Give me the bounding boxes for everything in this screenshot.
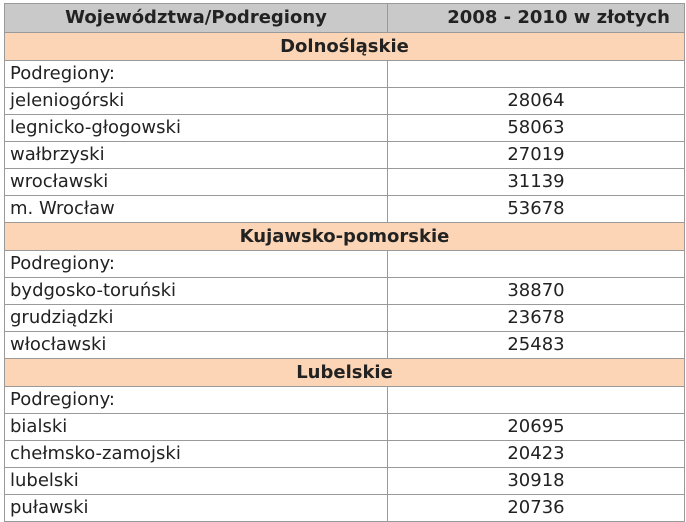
table-row: grudziądzki 23678 (4, 304, 685, 332)
subregion-name: bialski (4, 413, 388, 441)
subregion-name: wrocławski (4, 168, 388, 196)
income-table: Województwa/Podregiony 2008 - 2010 w zło… (4, 3, 685, 522)
subregion-name: bydgosko-toruński (4, 277, 388, 305)
region-row: Lubelskie (4, 358, 685, 387)
subregion-value: 27019 (387, 141, 685, 169)
region-row: Kujawsko-pomorskie (4, 222, 685, 251)
table-row: włocławski 25483 (4, 331, 685, 359)
table-row: wrocławski 31139 (4, 168, 685, 196)
subregion-subheader: Podregiony: (4, 386, 388, 414)
table-row: lubelski 30918 (4, 467, 685, 495)
table-row: jeleniogórski 28064 (4, 87, 685, 115)
region-name: Kujawsko-pomorskie (4, 222, 685, 251)
subregion-value: 31139 (387, 168, 685, 196)
subregion-name: puławski (4, 494, 388, 522)
subregion-value: 20736 (387, 494, 685, 522)
subregion-name: wałbrzyski (4, 141, 388, 169)
table-row: m. Wrocław 53678 (4, 195, 685, 223)
subregion-name: grudziądzki (4, 304, 388, 332)
subregion-value: 38870 (387, 277, 685, 305)
empty-cell (387, 60, 685, 88)
table-row: bydgosko-toruński 38870 (4, 277, 685, 305)
table-row: legnicko-głogowski 58063 (4, 114, 685, 142)
table-body: Dolnośląskie Podregiony: jeleniogórski 2806… (4, 32, 685, 522)
subregion-value: 30918 (387, 467, 685, 495)
table-row: chełmsko-zamojski 20423 (4, 440, 685, 468)
subregion-name: lubelski (4, 467, 388, 495)
column-header-region: Województwa/Podregiony (4, 3, 388, 33)
subregion-value: 28064 (387, 87, 685, 115)
subregion-value: 25483 (387, 331, 685, 359)
empty-cell (387, 250, 685, 278)
subregion-value: 58063 (387, 114, 685, 142)
subregion-value: 20695 (387, 413, 685, 441)
region-name: Dolnośląskie (4, 32, 685, 61)
region-row: Dolnośląskie (4, 32, 685, 61)
subregion-subheader: Podregiony: (4, 250, 388, 278)
table-row: wałbrzyski 27019 (4, 141, 685, 169)
subregion-name: włocławski (4, 331, 388, 359)
table-row: bialski 20695 (4, 413, 685, 441)
subheader-row: Podregiony: (4, 386, 685, 414)
subregion-value: 53678 (387, 195, 685, 223)
subregion-name: m. Wrocław (4, 195, 388, 223)
column-header-value: 2008 - 2010 w złotych (387, 3, 685, 33)
table-row: puławski 20736 (4, 494, 685, 522)
subregion-subheader: Podregiony: (4, 60, 388, 88)
subregion-name: legnicko-głogowski (4, 114, 388, 142)
table-header-row: Województwa/Podregiony 2008 - 2010 w zło… (4, 3, 685, 33)
empty-cell (387, 386, 685, 414)
subheader-row: Podregiony: (4, 60, 685, 88)
subregion-value: 20423 (387, 440, 685, 468)
subregion-name: jeleniogórski (4, 87, 388, 115)
subheader-row: Podregiony: (4, 250, 685, 278)
region-name: Lubelskie (4, 358, 685, 387)
subregion-value: 23678 (387, 304, 685, 332)
subregion-name: chełmsko-zamojski (4, 440, 388, 468)
